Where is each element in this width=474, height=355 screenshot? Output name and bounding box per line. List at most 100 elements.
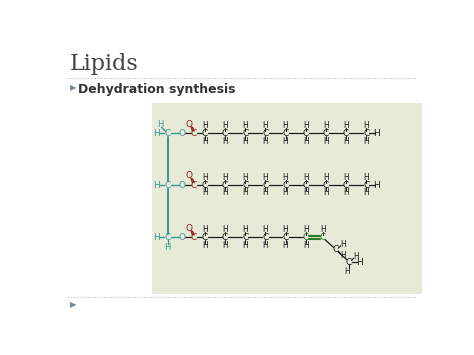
Text: H: H <box>153 233 159 242</box>
Text: H: H <box>356 257 364 267</box>
Text: C: C <box>164 181 171 190</box>
Text: C: C <box>202 233 208 242</box>
Text: C: C <box>191 181 197 190</box>
Text: H: H <box>303 137 309 146</box>
Text: H: H <box>202 225 208 234</box>
Text: C: C <box>222 181 228 190</box>
Text: O: O <box>178 129 185 138</box>
Text: H: H <box>353 252 359 261</box>
Text: H: H <box>242 188 248 197</box>
Text: H: H <box>164 243 171 252</box>
Text: Dehydration synthesis: Dehydration synthesis <box>78 83 236 95</box>
Text: H: H <box>242 121 248 130</box>
Text: H: H <box>343 173 349 182</box>
Text: H: H <box>202 173 208 182</box>
Text: H: H <box>263 241 268 250</box>
Text: C: C <box>346 257 352 267</box>
Text: C: C <box>323 129 329 138</box>
Text: H: H <box>374 181 380 190</box>
Text: H: H <box>323 173 329 182</box>
Text: C: C <box>222 129 228 138</box>
Text: C: C <box>202 181 208 190</box>
Text: H: H <box>157 120 163 130</box>
Text: C: C <box>164 233 171 242</box>
Text: C: C <box>242 181 248 190</box>
Text: H: H <box>303 188 309 197</box>
Text: H: H <box>283 241 288 250</box>
Text: H: H <box>153 181 159 190</box>
Text: C: C <box>319 233 326 242</box>
Text: O: O <box>185 224 192 233</box>
Text: H: H <box>222 225 228 234</box>
Text: ▶: ▶ <box>70 300 77 309</box>
Text: H: H <box>202 121 208 130</box>
Text: C: C <box>202 129 208 138</box>
Text: C: C <box>333 245 339 254</box>
Text: H: H <box>202 241 208 250</box>
Text: H: H <box>283 137 288 146</box>
Text: O: O <box>185 171 192 180</box>
Text: H: H <box>343 137 349 146</box>
Text: H: H <box>202 188 208 197</box>
Text: C: C <box>242 129 248 138</box>
Text: H: H <box>303 225 309 234</box>
Text: C: C <box>262 129 269 138</box>
Text: H: H <box>242 137 248 146</box>
Text: C: C <box>164 129 171 138</box>
Text: H: H <box>263 188 268 197</box>
Text: H: H <box>242 225 248 234</box>
Text: H: H <box>303 121 309 130</box>
Text: H: H <box>323 121 329 130</box>
Text: H: H <box>303 173 309 182</box>
Text: H: H <box>320 225 326 234</box>
Text: C: C <box>191 129 197 138</box>
Text: H: H <box>283 225 288 234</box>
Text: H: H <box>283 121 288 130</box>
Text: C: C <box>222 233 228 242</box>
Text: H: H <box>283 173 288 182</box>
Text: H: H <box>222 188 228 197</box>
Text: H: H <box>222 121 228 130</box>
Text: H: H <box>202 137 208 146</box>
Text: H: H <box>263 137 268 146</box>
Text: H: H <box>363 121 369 130</box>
Text: C: C <box>323 181 329 190</box>
Text: H: H <box>363 188 369 197</box>
Text: ▶: ▶ <box>70 83 77 92</box>
Bar <box>152 103 422 294</box>
Text: H: H <box>222 241 228 250</box>
Text: C: C <box>363 181 369 190</box>
Text: H: H <box>343 188 349 197</box>
Text: C: C <box>302 233 309 242</box>
Text: H: H <box>345 267 350 276</box>
Text: C: C <box>242 233 248 242</box>
Text: C: C <box>262 181 269 190</box>
Text: H: H <box>363 137 369 146</box>
Text: H: H <box>323 137 329 146</box>
Text: H: H <box>242 173 248 182</box>
Text: H: H <box>323 188 329 197</box>
Text: O: O <box>185 120 192 129</box>
Text: H: H <box>283 188 288 197</box>
Text: O: O <box>178 233 185 242</box>
Text: Lipids: Lipids <box>70 53 139 75</box>
Text: C: C <box>262 233 269 242</box>
Text: C: C <box>302 129 309 138</box>
Text: H: H <box>263 225 268 234</box>
Text: C: C <box>191 233 197 242</box>
Text: H: H <box>222 137 228 146</box>
Text: C: C <box>343 129 349 138</box>
Text: H: H <box>374 129 380 138</box>
Text: H: H <box>303 241 309 250</box>
Text: C: C <box>302 181 309 190</box>
Text: H: H <box>363 173 369 182</box>
Text: C: C <box>283 233 289 242</box>
Text: H: H <box>340 240 346 249</box>
Text: C: C <box>283 129 289 138</box>
Text: C: C <box>283 181 289 190</box>
Text: C: C <box>343 181 349 190</box>
Text: O: O <box>178 181 185 190</box>
Text: H: H <box>340 251 346 260</box>
Text: C: C <box>363 129 369 138</box>
Text: H: H <box>263 121 268 130</box>
